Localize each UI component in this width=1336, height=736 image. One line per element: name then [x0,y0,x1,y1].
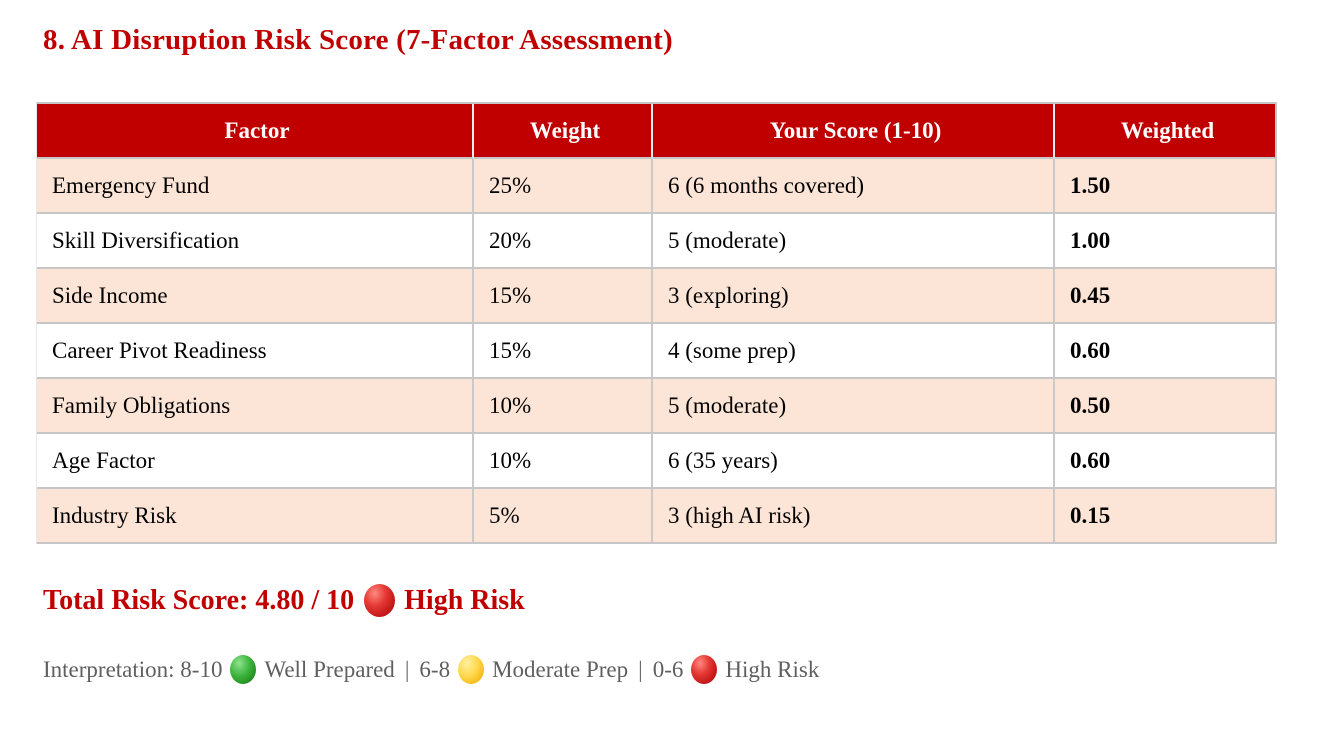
weighted-cell: 1.00 [1055,214,1277,269]
weighted-cell: 0.45 [1055,269,1277,324]
green-circle-icon [230,655,257,684]
legend-label-well-prepared: Well Prepared [264,656,395,682]
yellow-circle-icon [458,655,485,684]
legend-separator: | [404,656,410,682]
weight-cell: 20% [474,214,653,269]
interpretation-legend: Interpretation: 8-10 Well Prepared | 6-8… [43,655,1336,684]
weight-cell: 15% [474,269,653,324]
weighted-cell: 0.60 [1055,434,1277,489]
total-risk-score: Total Risk Score: 4.80 / 10 High Risk [43,584,1336,617]
risk-factor-table: Factor Weight Your Score (1-10) Weighted… [36,102,1277,544]
header-factor: Factor [37,104,474,159]
weight-cell: 5% [474,489,653,544]
table-row: Age Factor 10% 6 (35 years) 0.60 [37,434,1277,489]
risk-status-label: High Risk [404,584,525,616]
weight-cell: 25% [474,159,653,214]
weighted-cell: 0.15 [1055,489,1277,544]
legend-separator: | [638,656,643,682]
table-row: Industry Risk 5% 3 (high AI risk) 0.15 [37,489,1277,544]
table-row: Family Obligations 10% 5 (moderate) 0.50 [37,379,1277,434]
weighted-cell: 1.50 [1055,159,1277,214]
weight-cell: 10% [474,379,653,434]
header-weight: Weight [474,104,653,159]
weighted-cell: 0.60 [1055,324,1277,379]
weight-cell: 15% [474,324,653,379]
header-weighted: Weighted [1055,104,1277,159]
factor-cell: Career Pivot Readiness [37,324,474,379]
score-cell: 6 (35 years) [653,434,1055,489]
red-circle-icon [364,584,396,617]
score-cell: 6 (6 months covered) [653,159,1055,214]
score-cell: 5 (moderate) [653,379,1055,434]
table-row: Emergency Fund 25% 6 (6 months covered) … [37,159,1277,214]
document-page: 8. AI Disruption Risk Score (7-Factor As… [0,24,1336,736]
header-score: Your Score (1-10) [653,104,1055,159]
legend-label-moderate: Moderate Prep [492,656,629,682]
factor-cell: Skill Diversification [37,214,474,269]
score-cell: 3 (high AI risk) [653,489,1055,544]
interpretation-prefix: Interpretation: 8-10 [43,656,223,682]
red-circle-icon [691,655,718,684]
legend-range-moderate: 6-8 [419,656,451,682]
score-cell: 5 (moderate) [653,214,1055,269]
table-row: Career Pivot Readiness 15% 4 (some prep)… [37,324,1277,379]
weight-cell: 10% [474,434,653,489]
score-cell: 3 (exploring) [653,269,1055,324]
total-score-label: Total Risk Score: 4.80 / 10 [43,584,355,616]
factor-cell: Family Obligations [37,379,474,434]
factor-cell: Side Income [37,269,474,324]
score-cell: 4 (some prep) [653,324,1055,379]
legend-label-high-risk: High Risk [725,656,820,682]
factor-cell: Age Factor [37,434,474,489]
table-row: Side Income 15% 3 (exploring) 0.45 [37,269,1277,324]
factor-cell: Industry Risk [37,489,474,544]
table-header-row: Factor Weight Your Score (1-10) Weighted [37,104,1277,159]
section-title: 8. AI Disruption Risk Score (7-Factor As… [43,24,673,56]
table-row: Skill Diversification 20% 5 (moderate) 1… [37,214,1277,269]
legend-range-high-risk: 0-6 [652,656,684,682]
factor-cell: Emergency Fund [37,159,474,214]
weighted-cell: 0.50 [1055,379,1277,434]
